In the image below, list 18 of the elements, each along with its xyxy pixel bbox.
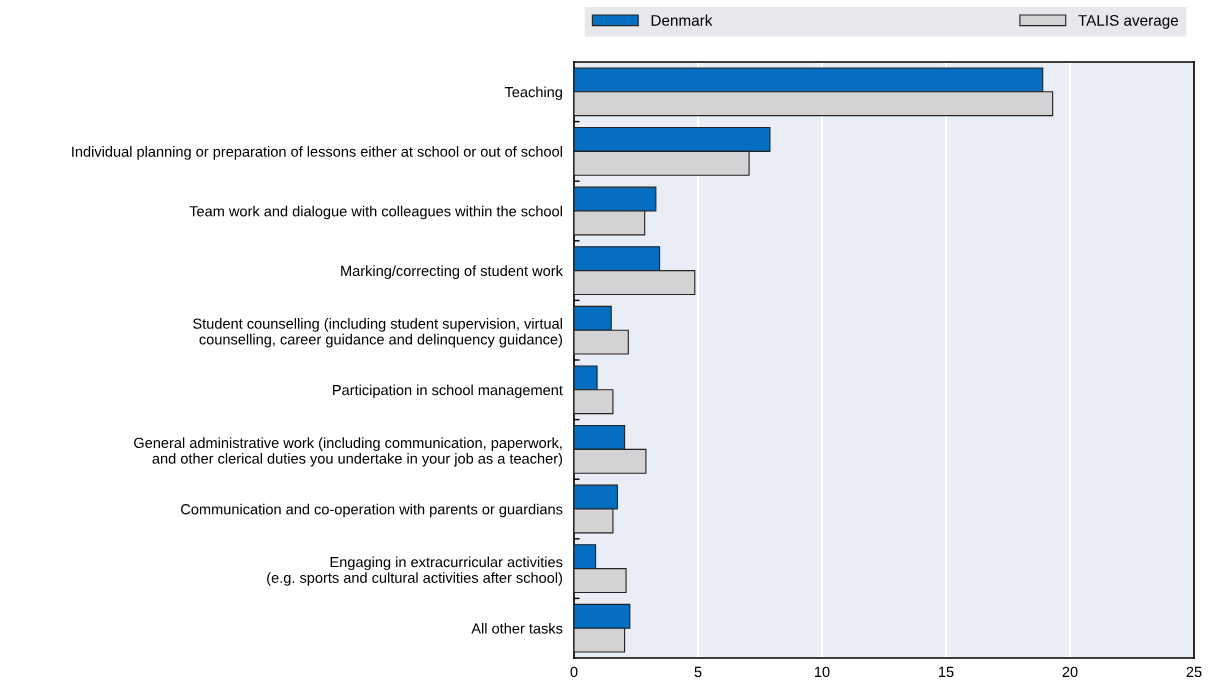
y-tick-label: Team work and dialogue with colleagues within the school bbox=[189, 205, 562, 220]
x-tick-label: 20 bbox=[1062, 666, 1078, 678]
y-tick-label: Communication and co-operation with parents or guardians bbox=[181, 503, 563, 518]
y-tick-label: All other tasks bbox=[471, 622, 563, 634]
x-tick-label: 0 bbox=[570, 666, 578, 678]
y-tick-label: General administrative work (including communication, paperwork, and other clerical duties you undertake in your job as a teacher) bbox=[134, 437, 563, 467]
y-tick-label: Engaging in extracurricular activities (e.g. sports and cultural activities after school) bbox=[267, 556, 563, 586]
y-tick-label: Teaching bbox=[504, 86, 562, 101]
x-tick-label: 10 bbox=[815, 666, 830, 678]
legend-label: Denmark bbox=[651, 14, 713, 26]
y-tick-label: Individual planning or preparation of lessons either at school or out of school bbox=[72, 146, 562, 160]
legend-label: TALIS average bbox=[1078, 15, 1179, 29]
y-tick-label: Student counselling (including student supervision, virtual counselling, career guidance and delinquency guidance) bbox=[193, 318, 563, 348]
x-tick-label: 25 bbox=[1186, 666, 1202, 678]
y-tick-label: Marking/correcting of student work bbox=[341, 265, 563, 279]
x-tick-label: 5 bbox=[694, 666, 702, 678]
y-tick-label: Participation in school management bbox=[333, 384, 563, 399]
x-tick-label: 15 bbox=[939, 666, 954, 678]
